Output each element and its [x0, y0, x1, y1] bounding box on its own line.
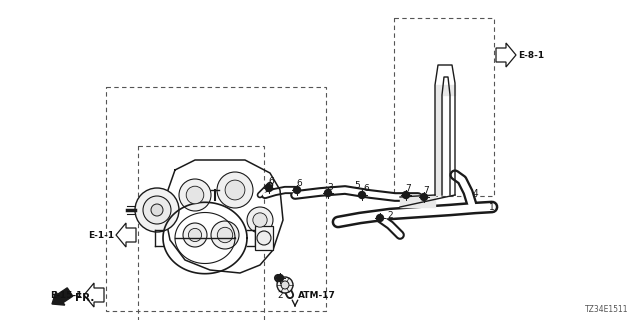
- Text: 6: 6: [268, 177, 274, 186]
- Circle shape: [151, 204, 163, 216]
- Circle shape: [266, 185, 273, 191]
- Text: E-15-1: E-15-1: [50, 291, 82, 300]
- Circle shape: [281, 281, 289, 289]
- Polygon shape: [496, 43, 516, 67]
- Bar: [138, 146, 264, 320]
- Circle shape: [253, 213, 267, 227]
- Circle shape: [257, 231, 271, 245]
- Circle shape: [188, 228, 202, 242]
- Circle shape: [183, 223, 207, 247]
- Circle shape: [324, 189, 332, 196]
- Text: 2: 2: [277, 291, 283, 300]
- Circle shape: [218, 227, 233, 243]
- Text: 7: 7: [423, 186, 429, 195]
- Circle shape: [135, 188, 179, 232]
- Bar: [255, 226, 273, 250]
- Circle shape: [143, 196, 171, 224]
- Circle shape: [179, 179, 211, 211]
- Circle shape: [294, 187, 301, 194]
- Circle shape: [420, 194, 428, 201]
- Circle shape: [277, 277, 293, 293]
- Polygon shape: [116, 223, 136, 247]
- Circle shape: [276, 275, 284, 282]
- Polygon shape: [84, 283, 104, 307]
- Text: E-1-1: E-1-1: [88, 230, 114, 239]
- Text: 3: 3: [327, 182, 333, 191]
- Circle shape: [247, 207, 273, 233]
- Circle shape: [403, 191, 410, 198]
- Text: 6: 6: [363, 183, 369, 193]
- Text: FR.: FR.: [75, 293, 94, 303]
- Bar: [106, 87, 326, 311]
- Circle shape: [186, 186, 204, 204]
- Circle shape: [217, 172, 253, 208]
- Circle shape: [225, 180, 245, 200]
- Bar: [394, 18, 494, 196]
- Text: 5: 5: [354, 180, 360, 189]
- Text: 2: 2: [387, 211, 393, 220]
- FancyArrow shape: [52, 288, 73, 305]
- Text: TZ34E1511: TZ34E1511: [584, 305, 628, 314]
- Circle shape: [376, 214, 383, 221]
- Text: ATM-17: ATM-17: [298, 291, 336, 300]
- Circle shape: [358, 191, 365, 198]
- Text: 4: 4: [472, 188, 478, 197]
- Text: 7: 7: [405, 183, 411, 193]
- Text: E-8-1: E-8-1: [518, 51, 544, 60]
- Text: 1: 1: [489, 203, 495, 212]
- Text: 6: 6: [296, 179, 302, 188]
- Circle shape: [211, 221, 239, 249]
